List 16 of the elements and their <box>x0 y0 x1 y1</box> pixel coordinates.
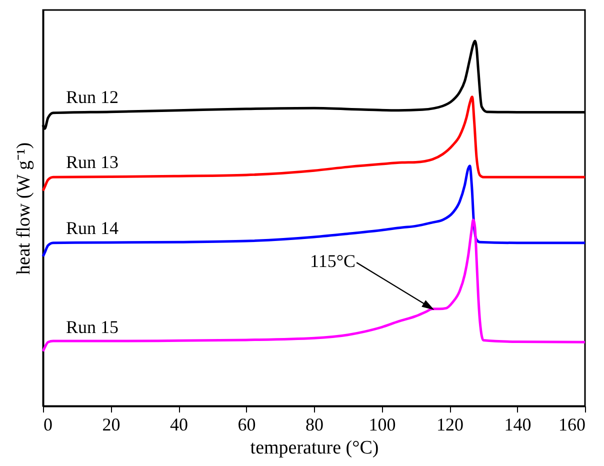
x-tick-label: 100 <box>368 414 396 434</box>
x-axis-title: temperature (°C) <box>250 438 379 458</box>
series-label: Run 14 <box>66 218 119 238</box>
x-tick-label: 80 <box>306 414 324 434</box>
annotation: 115°C <box>310 250 356 271</box>
x-tick-label: 0 <box>44 414 52 434</box>
series-label: Run 15 <box>66 317 119 338</box>
x-tick-label: 60 <box>238 414 256 434</box>
y-axis-title: heat flow (W g⁻¹) <box>14 142 34 275</box>
x-tick-label: 120 <box>436 414 464 434</box>
x-tick-label: 20 <box>102 414 120 434</box>
x-tick-label: 40 <box>170 414 188 434</box>
x-tick-label: 140 <box>504 414 532 434</box>
series-label: Run 13 <box>66 152 119 172</box>
x-tick-label: 160 <box>558 414 586 434</box>
series-label: Run 12 <box>66 87 119 108</box>
